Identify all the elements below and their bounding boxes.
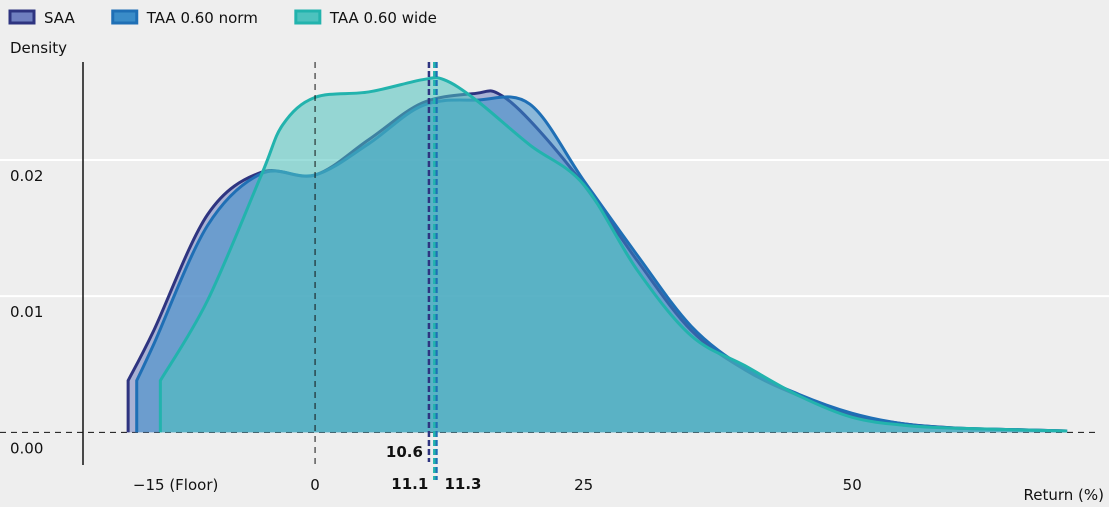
legend-label: SAA (44, 9, 75, 27)
mean-label: 10.6 (386, 443, 423, 461)
density-line (158, 76, 1068, 433)
y-tick-label: 0.01 (10, 303, 43, 321)
legend-swatch (294, 9, 322, 25)
legend-label: TAA 0.60 norm (146, 9, 258, 27)
x-axis-label: Return (%) (1023, 486, 1104, 504)
y-axis-label: Density (10, 39, 67, 57)
mean-label: 11.3 (444, 475, 481, 493)
x-tick-label: −15 (Floor) (133, 476, 218, 494)
y-tick-label: 0.00 (10, 439, 43, 457)
x-tick-label: 50 (843, 476, 862, 494)
legend-swatch (111, 9, 139, 25)
y-tick-label: 0.02 (10, 167, 43, 185)
x-tick-label: 25 (574, 476, 593, 494)
legend-swatch (8, 9, 36, 25)
legend-label: TAA 0.60 wide (329, 9, 437, 27)
density-area (160, 77, 1068, 433)
mean-label: 11.1 (391, 475, 428, 493)
x-tick-label: 0 (310, 476, 320, 494)
density-line (135, 95, 1068, 433)
